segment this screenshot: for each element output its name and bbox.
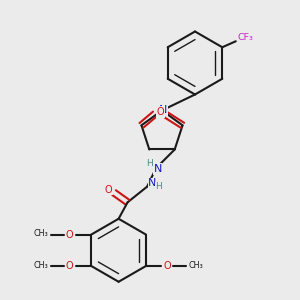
Text: CH₃: CH₃ (189, 261, 204, 270)
Text: O: O (157, 107, 164, 117)
Text: H: H (146, 159, 153, 168)
Text: N: N (159, 105, 168, 116)
Text: O: O (66, 230, 74, 239)
Text: N: N (153, 164, 162, 174)
Text: O: O (157, 106, 164, 116)
Text: H: H (155, 182, 162, 191)
Text: CF₃: CF₃ (238, 33, 254, 42)
Text: N: N (148, 178, 157, 188)
Text: O: O (164, 261, 171, 271)
Text: CH₃: CH₃ (34, 261, 48, 270)
Text: CH₃: CH₃ (34, 230, 48, 238)
Text: O: O (105, 185, 112, 195)
Text: O: O (66, 261, 74, 271)
